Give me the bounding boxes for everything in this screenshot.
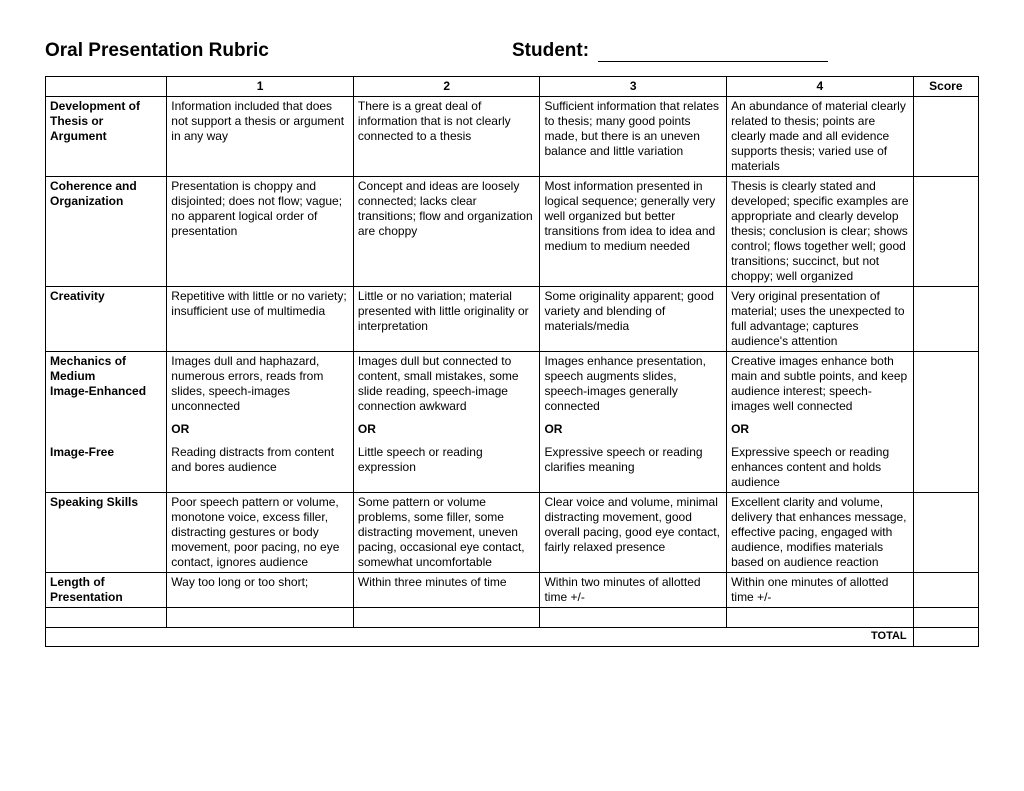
page-header: Oral Presentation Rubric Student: — [45, 40, 979, 62]
dev-2: There is a great deal of information tha… — [353, 97, 540, 177]
cre-score — [913, 287, 978, 352]
row-imagefree: Image-Free Reading distracts from conten… — [46, 443, 979, 493]
student-label-wrap: Student: — [512, 40, 828, 62]
dev-4: An abundance of material clearly related… — [727, 97, 914, 177]
row-creativity: Creativity Repetitive with little or no … — [46, 287, 979, 352]
cat-mechanics: Mechanics of MediumImage-Enhanced — [46, 352, 167, 417]
student-label: Student: — [512, 40, 589, 61]
col-2: 2 — [353, 77, 540, 97]
cre-3: Some originality apparent; good variety … — [540, 287, 727, 352]
or-4: OR — [727, 416, 914, 443]
mech-2: Images dull but connected to content, sm… — [353, 352, 540, 417]
student-blank-line — [598, 61, 828, 62]
total-label: TOTAL — [46, 628, 914, 647]
row-or: OR OR OR OR — [46, 416, 979, 443]
speak-2: Some pattern or volume problems, some fi… — [353, 493, 540, 573]
blank-3 — [540, 608, 727, 628]
or-score — [913, 416, 978, 443]
speak-3: Clear voice and volume, minimal distract… — [540, 493, 727, 573]
row-blank — [46, 608, 979, 628]
mech-4: Creative images enhance both main and su… — [727, 352, 914, 417]
coh-3: Most information presented in logical se… — [540, 177, 727, 287]
len-3: Within two minutes of allotted time +/- — [540, 573, 727, 608]
speak-1: Poor speech pattern or volume, monotone … — [167, 493, 354, 573]
len-score — [913, 573, 978, 608]
cat-length: Length of Presentation — [46, 573, 167, 608]
dev-3: Sufficient information that relates to t… — [540, 97, 727, 177]
len-1: Way too long or too short; — [167, 573, 354, 608]
blank-score — [913, 608, 978, 628]
col-1: 1 — [167, 77, 354, 97]
cat-creativity: Creativity — [46, 287, 167, 352]
or-2: OR — [353, 416, 540, 443]
imgfree-3: Expressive speech or reading clarifies m… — [540, 443, 727, 493]
row-coherence: Coherence and Organization Presentation … — [46, 177, 979, 287]
row-speaking: Speaking Skills Poor speech pattern or v… — [46, 493, 979, 573]
blank-1 — [167, 608, 354, 628]
speak-score — [913, 493, 978, 573]
blank-cat — [46, 608, 167, 628]
row-length: Length of Presentation Way too long or t… — [46, 573, 979, 608]
imgfree-score — [913, 443, 978, 493]
imgfree-1: Reading distracts from content and bores… — [167, 443, 354, 493]
blank-2 — [353, 608, 540, 628]
len-4: Within one minutes of allotted time +/- — [727, 573, 914, 608]
coh-2: Concept and ideas are loosely connected;… — [353, 177, 540, 287]
col-4: 4 — [727, 77, 914, 97]
col-3: 3 — [540, 77, 727, 97]
mech-3: Images enhance presentation, speech augm… — [540, 352, 727, 417]
row-development: Development of Thesis or Argument Inform… — [46, 97, 979, 177]
cre-2: Little or no variation; material present… — [353, 287, 540, 352]
rubric-table: 1 2 3 4 Score Development of Thesis or A… — [45, 76, 979, 647]
cat-coherence: Coherence and Organization — [46, 177, 167, 287]
header-row: 1 2 3 4 Score — [46, 77, 979, 97]
coh-4: Thesis is clearly stated and developed; … — [727, 177, 914, 287]
cat-or — [46, 416, 167, 443]
total-score — [913, 628, 978, 647]
speak-4: Excellent clarity and volume, delivery t… — [727, 493, 914, 573]
cre-1: Repetitive with little or no variety; in… — [167, 287, 354, 352]
len-2: Within three minutes of time — [353, 573, 540, 608]
or-1: OR — [167, 416, 354, 443]
mech-1: Images dull and haphazard, numerous erro… — [167, 352, 354, 417]
coh-score — [913, 177, 978, 287]
cat-development: Development of Thesis or Argument — [46, 97, 167, 177]
cat-imagefree: Image-Free — [46, 443, 167, 493]
row-mechanics: Mechanics of MediumImage-Enhanced Images… — [46, 352, 979, 417]
dev-1: Information included that does not suppo… — [167, 97, 354, 177]
row-total: TOTAL — [46, 628, 979, 647]
blank-4 — [727, 608, 914, 628]
cat-speaking: Speaking Skills — [46, 493, 167, 573]
page-title: Oral Presentation Rubric — [45, 40, 512, 62]
cre-4: Very original presentation of material; … — [727, 287, 914, 352]
or-3: OR — [540, 416, 727, 443]
dev-score — [913, 97, 978, 177]
imgfree-4: Expressive speech or reading enhances co… — [727, 443, 914, 493]
mech-score — [913, 352, 978, 417]
imgfree-2: Little speech or reading expression — [353, 443, 540, 493]
col-score: Score — [913, 77, 978, 97]
coh-1: Presentation is choppy and disjointed; d… — [167, 177, 354, 287]
col-category — [46, 77, 167, 97]
